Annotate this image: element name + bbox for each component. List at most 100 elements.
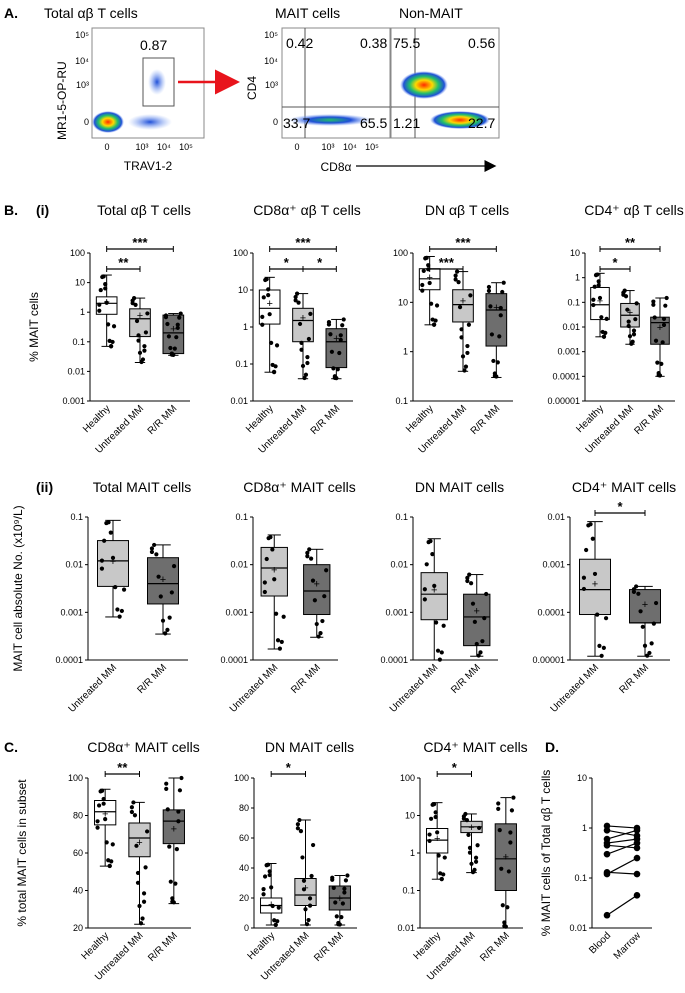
data-point — [338, 337, 343, 342]
y-tick-label: 0.1 — [402, 886, 415, 896]
data-point — [165, 807, 170, 812]
x-category-label: Healthy — [412, 930, 444, 962]
flow-nonmait-q-ll: 1.21 — [393, 115, 420, 131]
data-point — [307, 896, 313, 901]
box-iqr — [590, 286, 610, 321]
data-point — [322, 594, 327, 599]
x-category-label: Untreated MM — [228, 662, 281, 715]
flow-nonmait-cd8-population — [430, 111, 490, 129]
data-point — [460, 354, 466, 359]
data-point — [428, 816, 434, 821]
data-point — [294, 291, 300, 296]
data-point — [340, 901, 345, 906]
significance-label: * — [317, 255, 323, 270]
data-point — [496, 801, 501, 806]
data-point — [101, 274, 106, 279]
data-point — [304, 922, 310, 927]
flow-nonmait-title: Non-MAIT — [399, 5, 463, 21]
data-point — [165, 627, 170, 632]
data-point — [262, 874, 268, 879]
data-point — [297, 817, 302, 823]
data-point — [154, 552, 159, 557]
data-point — [108, 344, 114, 349]
marrow-point — [633, 854, 641, 862]
box-iqr — [128, 822, 151, 858]
data-point — [297, 321, 303, 327]
data-point — [462, 368, 467, 373]
data-point — [623, 294, 629, 299]
data-point — [309, 556, 314, 561]
y-tick-label: 100 — [70, 248, 85, 258]
significance-label: * — [284, 255, 290, 270]
y-tick-label: 0.01 — [547, 512, 565, 522]
data-point — [470, 601, 476, 606]
data-point — [588, 522, 593, 527]
data-point — [621, 290, 626, 295]
data-point — [267, 869, 272, 874]
data-point — [167, 844, 172, 849]
pair-line — [606, 829, 638, 840]
data-point — [465, 578, 470, 584]
y-tick-label: 0.01 — [390, 560, 408, 570]
data-point — [306, 917, 311, 923]
y-tick-label: 0.001 — [60, 607, 83, 617]
data-point — [466, 322, 472, 327]
data-point — [489, 332, 495, 337]
pair-line — [606, 894, 638, 916]
y-tick-label: 80 — [239, 803, 249, 813]
data-point — [649, 641, 654, 646]
data-point — [502, 923, 507, 929]
chart-cd8-mait-abs: 0.1 0.01 0.001 0.0001 CD8α⁺ MAIT cells Untrea… — [220, 479, 355, 715]
data-point — [655, 360, 660, 365]
data-point — [331, 366, 336, 371]
data-point — [472, 867, 477, 872]
data-point — [266, 862, 271, 867]
data-point — [135, 870, 141, 876]
y-tick-label: 20 — [239, 893, 249, 903]
data-point — [430, 552, 435, 557]
significance-label: ** — [117, 760, 128, 775]
y-tick-label: 0.001 — [542, 560, 565, 570]
y-tick-label: 0.001 — [385, 607, 408, 617]
data-point — [631, 587, 637, 592]
data-point — [293, 298, 298, 303]
data-point — [295, 822, 300, 827]
x-category-label: R/R MM — [478, 930, 512, 964]
data-point — [117, 614, 122, 619]
y-axis-label: % MAIT cells of Total αβ T cells — [539, 770, 553, 937]
data-point — [104, 300, 109, 305]
data-point — [466, 832, 471, 837]
data-point — [309, 873, 314, 879]
data-point — [158, 594, 163, 599]
data-point — [140, 357, 146, 362]
data-point — [266, 293, 271, 298]
data-point — [330, 877, 335, 882]
data-point — [420, 288, 425, 293]
data-point — [261, 295, 266, 300]
data-point — [591, 302, 596, 308]
x-category-label: Untreated MM — [549, 662, 602, 715]
data-point — [264, 277, 269, 282]
data-point — [296, 300, 301, 305]
data-point — [435, 648, 441, 653]
x-category-label: Healthy — [81, 403, 113, 435]
data-point — [133, 302, 138, 307]
data-point — [166, 334, 172, 339]
data-point — [131, 800, 136, 805]
data-point — [101, 796, 106, 802]
data-point — [97, 302, 102, 307]
data-point — [136, 338, 141, 343]
panel-b-i-label: (i) — [36, 202, 49, 218]
flow-mait-q-ur: 0.38 — [360, 35, 387, 51]
y-tick-label: 10 — [398, 297, 408, 307]
marrow-point — [633, 844, 641, 852]
flow-total-ytick: 10⁴ — [75, 56, 89, 66]
data-point — [581, 586, 587, 592]
data-point — [145, 311, 150, 316]
flow-mait-title: MAIT cells — [275, 5, 340, 21]
data-point — [486, 288, 492, 293]
y-axis-label: % MAIT cells — [27, 292, 41, 362]
box-iqr — [95, 296, 118, 315]
